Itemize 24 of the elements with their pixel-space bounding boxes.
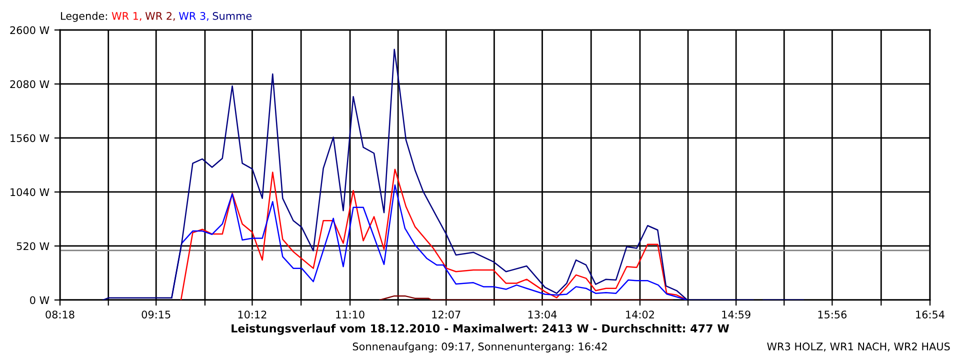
y-tick-label: 2600 W bbox=[10, 26, 50, 34]
x-tick-label: 14:59 bbox=[722, 310, 750, 318]
text: Summe bbox=[212, 12, 252, 20]
y-tick-label: 520 W bbox=[16, 242, 50, 250]
x-tick-label: 10:12 bbox=[238, 310, 266, 318]
y-tick-label: 1040 W bbox=[10, 188, 50, 196]
text: WR 3, bbox=[178, 12, 208, 21]
x-tick-label: 12:07 bbox=[432, 310, 460, 318]
x-tick-label: 13:04 bbox=[528, 310, 557, 318]
x-tick-label: 09:15 bbox=[142, 310, 170, 318]
legend-title: Legende: bbox=[61, 12, 107, 22]
text: WR3 HOLZ, WR1 NACH, WR2 HAUS bbox=[767, 342, 950, 352]
x-tick-label: 08:18 bbox=[46, 310, 74, 318]
x-tick-label: 11:10 bbox=[336, 310, 364, 318]
y-tick-label: 0 W bbox=[30, 296, 50, 304]
y-tick-label: 1560 W bbox=[10, 134, 50, 142]
text: WR 1, bbox=[112, 12, 142, 21]
y-tick-label: 2080 W bbox=[10, 80, 50, 88]
x-tick-label: 14:02 bbox=[626, 310, 654, 318]
x-tick-label: 16:54 bbox=[916, 310, 944, 318]
text: Leistungsverlauf vom 18.12.2010 - Maximalwert: 2413 W - Durchschnitt: 477 W bbox=[232, 324, 730, 335]
text: WR 2, bbox=[145, 12, 175, 21]
x-tick-label: 15:56 bbox=[818, 310, 847, 318]
text: Sonnenaufgang: 09:17, Sonnenuntergang: 16:42 bbox=[352, 342, 607, 352]
